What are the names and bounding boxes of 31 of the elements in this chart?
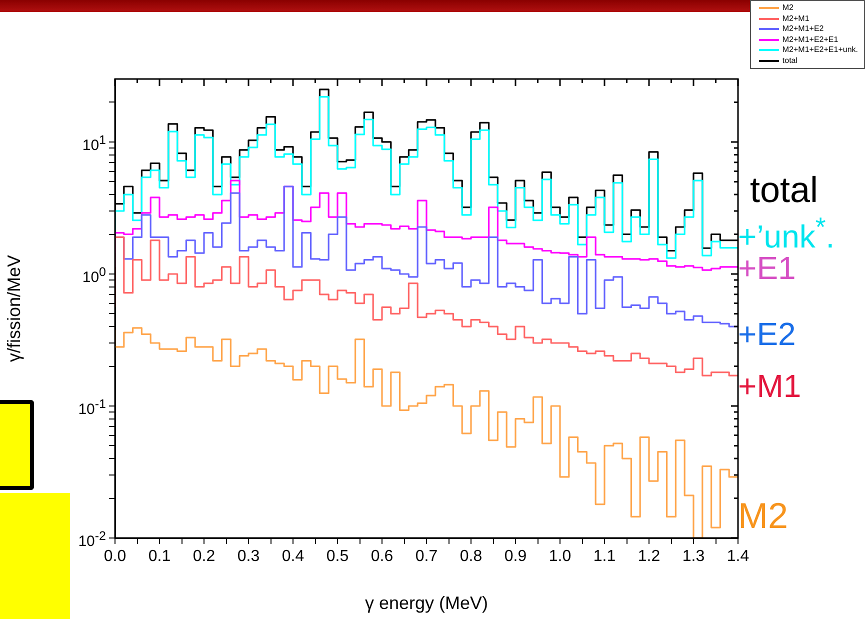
- x-tick-label: 1.2: [638, 548, 660, 566]
- x-tick-label: 0.6: [370, 548, 394, 566]
- legend-label: M2+M1+E2: [782, 24, 824, 34]
- x-tick-label: 0.9: [504, 548, 527, 566]
- y-tick-label: 10$^{-2}$: [78, 529, 106, 550]
- legend-label: M2: [782, 3, 794, 14]
- x-tick-label: 0.7: [415, 548, 438, 566]
- x-tick-label: 1.1: [593, 548, 616, 566]
- x-tick-label: 0.3: [237, 548, 260, 566]
- y-tick-label: 10$^{-1}$: [78, 396, 106, 418]
- x-axis-title: γ energy (MeV): [364, 593, 488, 614]
- x-tick-label: 1.0: [548, 548, 572, 566]
- annotation: M2: [738, 495, 788, 536]
- legend-label: M2+M1: [782, 14, 810, 24]
- x-tick-label: 0.0: [104, 548, 126, 566]
- y-axis-title: γ/fission/MeV: [4, 254, 24, 362]
- y-tick-label: 10$^{0}$: [82, 264, 106, 286]
- x-tick-label: 0.8: [460, 548, 482, 566]
- text: total: [750, 169, 818, 210]
- annotation: +M1: [738, 368, 802, 404]
- x-tick-label: 0.2: [192, 548, 216, 566]
- x-tick-label: 0.4: [282, 548, 304, 566]
- x-tick-label: 1.4: [726, 548, 750, 566]
- legend-label: M2+M1+E2+E1: [782, 34, 838, 45]
- legend-label: total: [782, 56, 798, 66]
- x-tick-label: 0.1: [148, 548, 171, 566]
- legend-label: M2+M1+E2+E1+unk.: [782, 45, 858, 56]
- annotation: +E2: [738, 316, 796, 352]
- x-tick-label: 0.5: [326, 548, 349, 566]
- y-tick-label: 10$^{1}$: [82, 132, 106, 154]
- x-tick-label: 1.3: [682, 548, 705, 566]
